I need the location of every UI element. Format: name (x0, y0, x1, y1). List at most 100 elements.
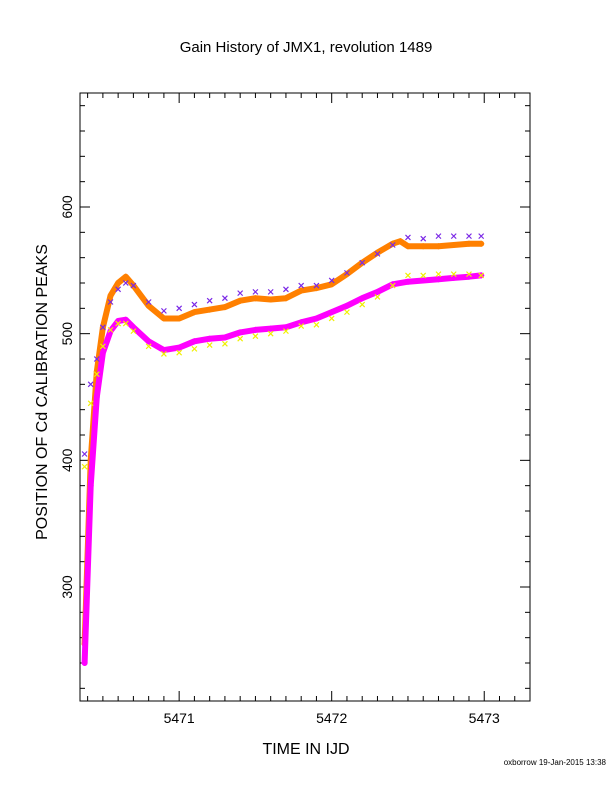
y-axis-label: POSITION OF Cd CALIBRATION PEAKS (34, 244, 51, 540)
series-2-point-0 (81, 451, 88, 457)
series-1-point-1 (87, 482, 94, 489)
series-2-point-3 (99, 324, 106, 331)
series-1-line (81, 272, 485, 666)
series-3-point-10 (176, 349, 183, 356)
series-1-point-21 (343, 302, 350, 309)
series-2-point-6 (122, 280, 129, 286)
series-2-point-30 (478, 233, 485, 240)
series-0-point-6 (122, 273, 129, 280)
series-3-point-18 (298, 323, 305, 329)
series-1-point-19 (313, 315, 320, 322)
series-2-point-29 (466, 233, 472, 240)
y-tick-label-0: 300 (59, 575, 75, 599)
axis-ticks (80, 93, 531, 701)
series-1-point-25 (404, 278, 411, 285)
x-tick-label-0: 5471 (164, 710, 195, 726)
series-3-point-2 (93, 371, 100, 378)
series-3-point-13 (221, 340, 228, 347)
series-1-point-14 (237, 329, 244, 336)
plot-frame (79, 92, 531, 702)
series-3-point-25 (405, 272, 411, 279)
data-marks (81, 233, 485, 666)
series-3-point-28 (450, 271, 457, 278)
series-2-point-25 (405, 234, 411, 241)
series-3-point-11 (191, 345, 198, 352)
series-3-point-26 (420, 272, 427, 279)
series-3 (81, 271, 485, 470)
y-tick-label-1: 400 (59, 448, 75, 472)
series-0-point-13 (221, 304, 228, 311)
series-2-point-4 (107, 299, 114, 305)
series-3-point-30 (478, 272, 485, 279)
series-0-point-27 (420, 243, 427, 250)
series-1-point-3 (99, 349, 106, 356)
series-1-point-27 (435, 276, 442, 283)
chart-title: Gain History of JMX1, revolution 1489 (180, 39, 433, 56)
series-0-point-25 (397, 238, 404, 245)
series-0-point-15 (252, 295, 259, 302)
series-1-point-26 (420, 277, 427, 284)
series-2-point-28 (450, 233, 457, 240)
series-2-point-11 (191, 301, 198, 308)
series-2-point-17 (283, 286, 289, 293)
series-1-point-13 (221, 334, 228, 341)
series-0 (81, 238, 485, 647)
series-1-point-7 (130, 324, 137, 331)
series-0-point-8 (145, 302, 152, 309)
series-1-point-0 (81, 660, 88, 666)
series-0-point-5 (115, 280, 122, 286)
series-2-point-12 (206, 297, 213, 304)
x-axis-label: TIME IN IJD (262, 741, 349, 758)
series-2-point-20 (328, 277, 335, 284)
series-0-point-12 (206, 306, 213, 313)
series-3-point-20 (328, 315, 335, 322)
series-3-point-24 (389, 282, 396, 289)
series-2-point-27 (435, 233, 442, 240)
series-2-point-15 (252, 288, 259, 295)
series-1-point-11 (191, 338, 198, 345)
series-3-point-5 (115, 320, 122, 327)
series-1-point-12 (206, 335, 213, 342)
series-3-point-15 (252, 333, 259, 340)
series-0-point-10 (176, 315, 183, 322)
series-2 (81, 233, 485, 457)
series-1-point-16 (267, 325, 274, 332)
y-tick-label-2: 500 (59, 322, 75, 346)
series-3-point-22 (359, 301, 366, 308)
series-1-point-8 (145, 338, 152, 345)
x-tick-label-1: 5472 (316, 710, 347, 726)
series-2-point-10 (176, 305, 183, 312)
footer-credit: oxborrow 19-Jan-2015 13:38 (504, 758, 607, 767)
series-1-point-6 (122, 316, 129, 323)
series-2-point-5 (115, 286, 122, 293)
series-3-point-4 (107, 326, 114, 333)
series-3-point-16 (267, 330, 274, 337)
series-3-point-1 (87, 400, 94, 407)
series-3-point-17 (283, 328, 289, 335)
series-2-point-26 (420, 235, 427, 242)
series-3-point-3 (99, 343, 106, 350)
series-1-point-22 (359, 295, 366, 302)
series-3-point-14 (237, 335, 244, 342)
series-2-point-21 (344, 269, 350, 276)
series-2-point-9 (160, 307, 167, 314)
series-3-point-9 (160, 351, 167, 357)
series-1-point-28 (450, 274, 457, 281)
series-3-point-29 (466, 271, 472, 278)
series-3-point-21 (344, 309, 350, 316)
series-1-point-9 (160, 347, 167, 354)
series-0-point-11 (191, 309, 198, 316)
series-0-point-9 (160, 315, 167, 322)
series-0-point-20 (328, 281, 335, 288)
series-3-point-27 (435, 271, 442, 278)
series-3-point-8 (145, 343, 152, 350)
series-0-point-26 (404, 243, 411, 250)
x-tick-label-2: 5473 (469, 710, 500, 726)
series-1-point-17 (282, 324, 289, 331)
series-0-point-14 (237, 297, 244, 304)
series-2-point-23 (374, 250, 381, 257)
series-2-point-8 (145, 299, 152, 305)
tick-labels: 5471 5472 5473 300 400 500 600 (59, 195, 500, 726)
series-2-point-22 (359, 259, 366, 266)
series-1-point-23 (374, 288, 381, 295)
